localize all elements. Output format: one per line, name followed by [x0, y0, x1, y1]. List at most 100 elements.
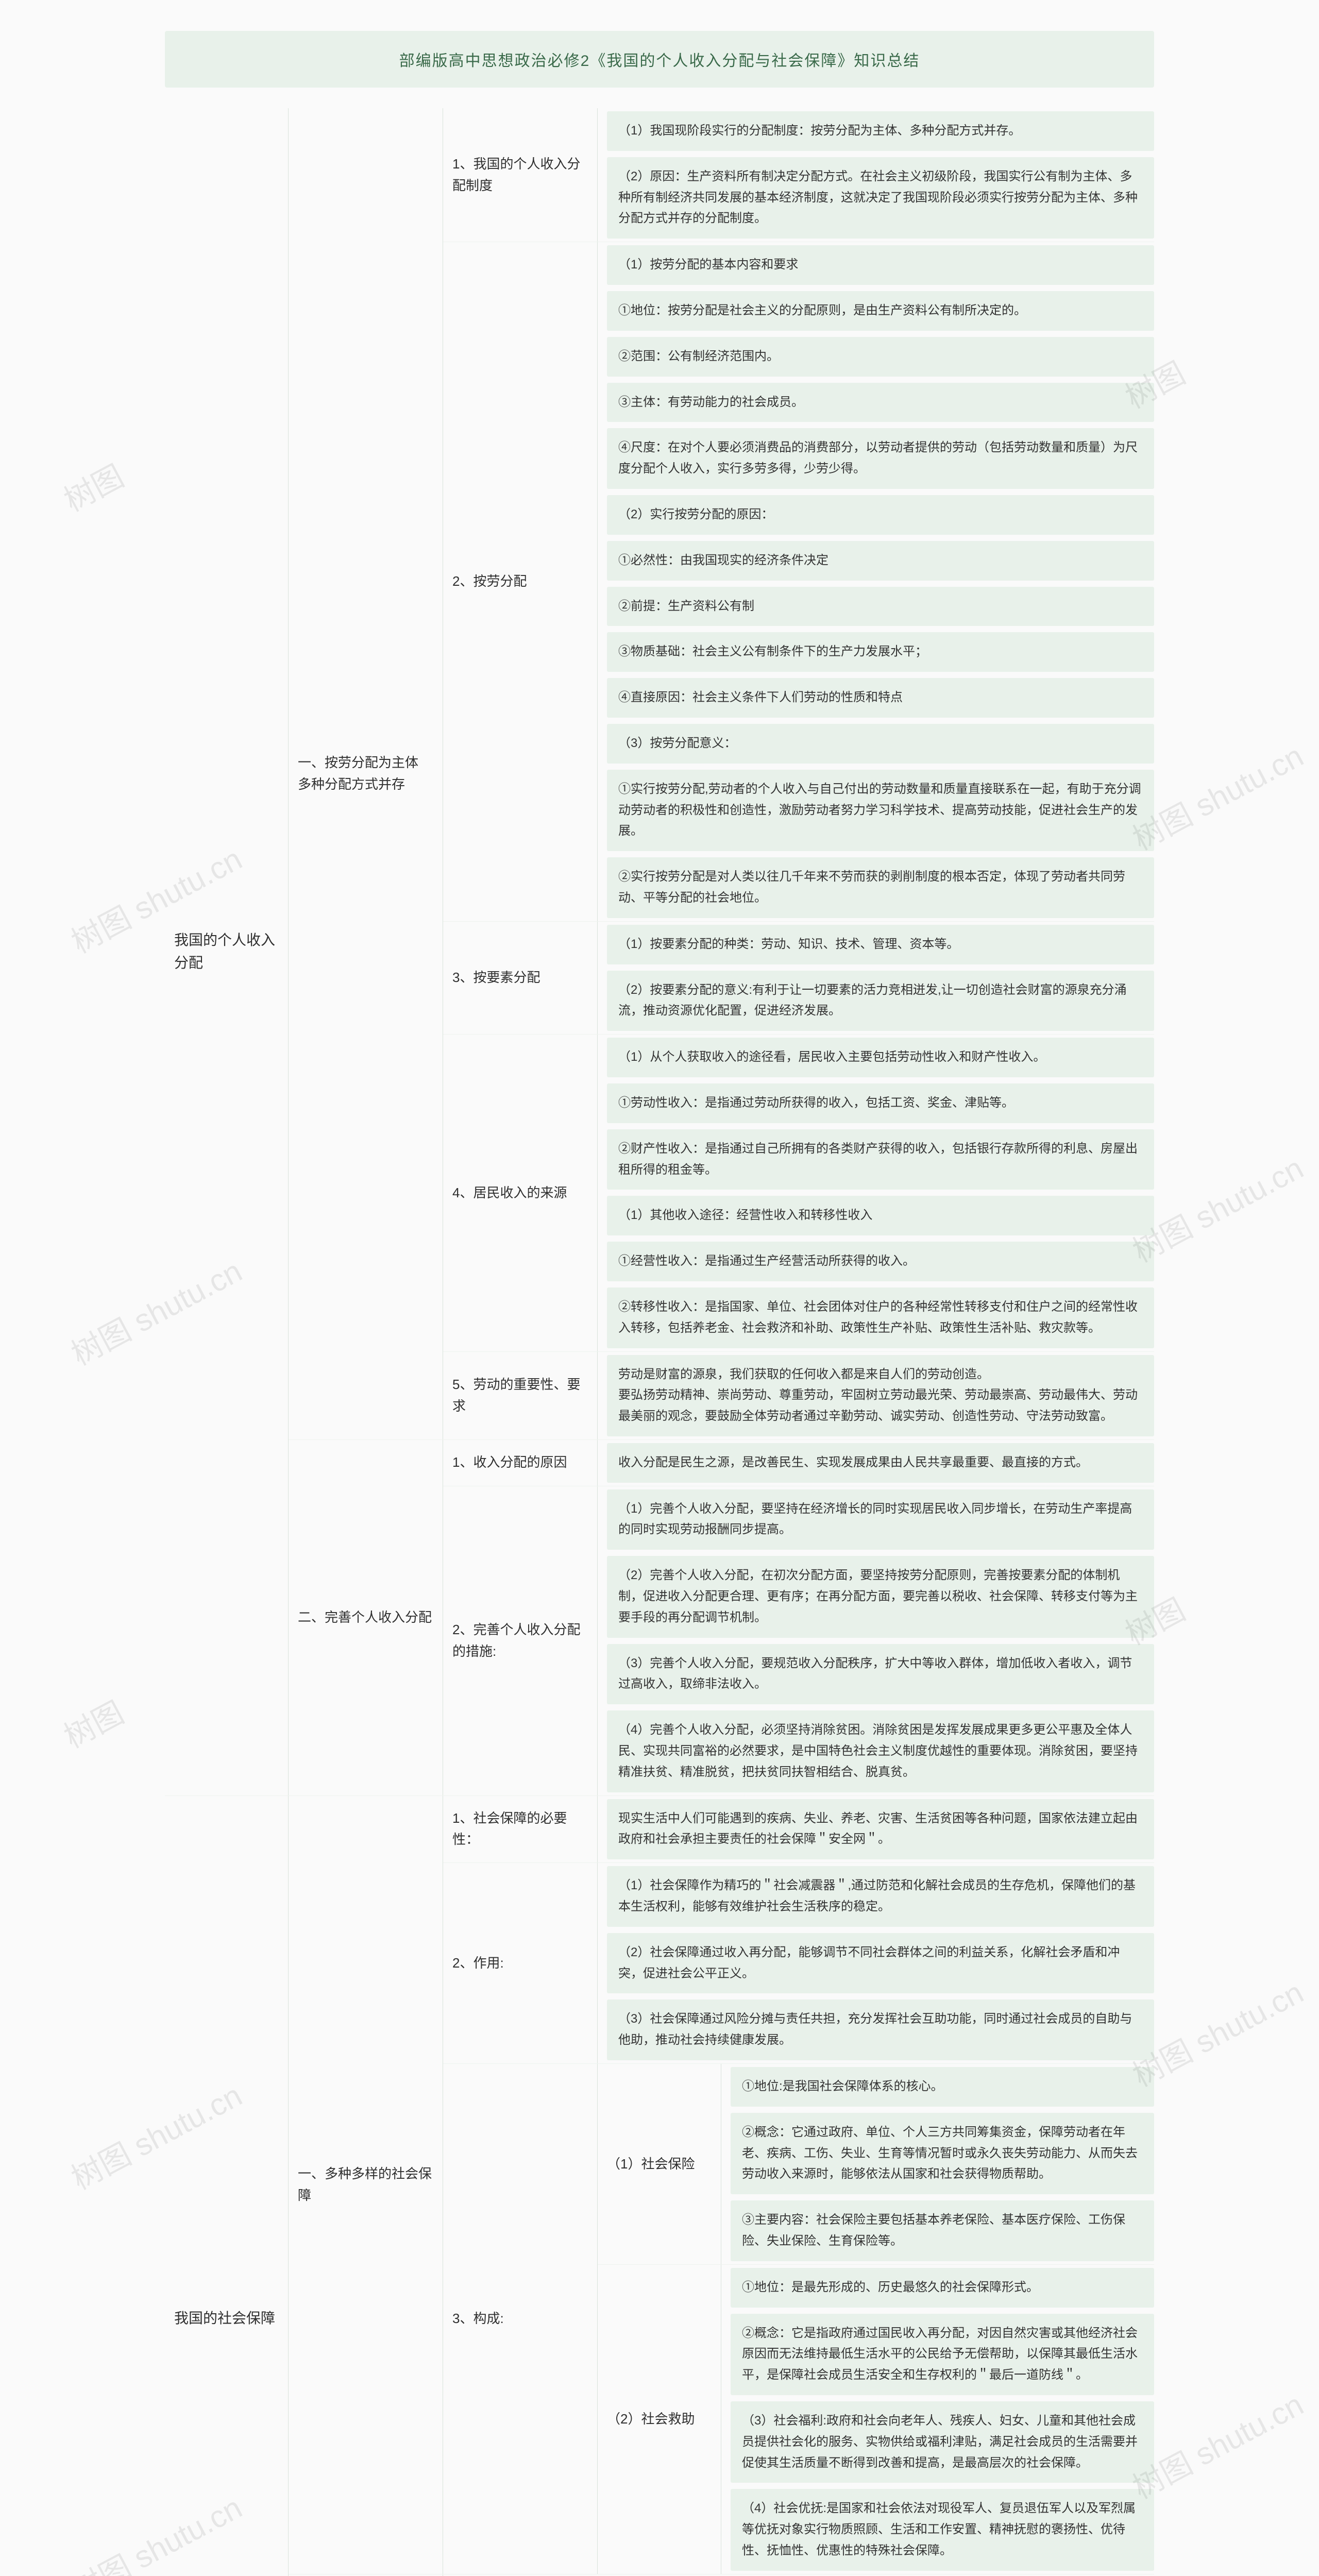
tree-node: 3、按要素分配 （1）按要素分配的种类：劳动、知识、技术、管理、资本等。（2）按要…	[443, 921, 1154, 1034]
tree-node: 1、我国的个人收入分配制度（1）我国现阶段实行的分配制度：按劳分配为主体、多种分…	[443, 108, 1154, 242]
tree-node-children: （1）完善个人收入分配，要坚持在经济增长的同时实现居民收入同步增长，在劳动生产率…	[598, 1486, 1154, 1795]
tree-node-label: 二、完善个人收入分配	[289, 1600, 441, 1636]
tree-leaf: ④直接原因：社会主义条件下人们劳动的性质和特点	[607, 678, 1154, 718]
tree-node-label: 我国的社会保障	[165, 2300, 284, 2337]
tree-node: 1、收入分配的原因收入分配是民生之源，是改善民生、实现发展成果由人民共享最重要、…	[443, 1440, 1154, 1486]
page-title: 部编版高中思想政治必修2《我国的个人收入分配与社会保障》知识总结	[165, 31, 1154, 88]
tree-leaf: （1）从个人获取收入的途径看，居民收入主要包括劳动性收入和财产性收入。	[607, 1038, 1154, 1077]
tree-node-children: （1）按要素分配的种类：劳动、知识、技术、管理、资本等。（2）按要素分配的意义:…	[598, 922, 1154, 1034]
tree-leaf: （1）社会保障作为精巧的＂社会减震器＂,通过防范和化解社会成员的生存危机，保障他…	[607, 1866, 1154, 1927]
tree-node-label: 我国的个人收入分配	[165, 922, 288, 982]
tree-leaf: ③主体：有劳动能力的社会成员。	[607, 383, 1154, 422]
tree-node-label: 1、收入分配的原因	[443, 1445, 576, 1481]
tree-leaf: （1）按要素分配的种类：劳动、知识、技术、管理、资本等。	[607, 925, 1154, 964]
tree-node-label-col: 我国的个人收入分配	[165, 108, 289, 1795]
tree-node-children: 1、社会保障的必要性：现实生活中人们可能遇到的疾病、失业、养老、灾害、生活贫困等…	[443, 1796, 1154, 2574]
tree-leaf: ③物质基础：社会主义公有制条件下的生产力发展水平；	[607, 632, 1154, 672]
watermark: 树图	[55, 1688, 131, 1757]
tree-leaf: （3）完善个人收入分配，要规范收入分配秩序，扩大中等收入群体，增加低收入者收入，…	[607, 1644, 1154, 1705]
tree-node-label: 5、劳动的重要性、要求	[443, 1367, 597, 1424]
tree-leaf: （2）完善个人收入分配，在初次分配方面，要坚持按劳分配原则，完善按要素分配的体制…	[607, 1556, 1154, 1637]
tree-node: （2）社会救助 ①地位：是最先形成的、历史最悠久的社会保障形式。 ②概念：它是指政府…	[598, 2264, 1154, 2574]
tree-node-label-col: 1、我国的个人收入分配制度	[443, 108, 598, 242]
tree-node-label-col: 一、按劳分配为主体 多种分配方式并存	[289, 108, 443, 1439]
tree-node-label: 1、我国的个人收入分配制度	[443, 146, 597, 204]
tree-node-children: 收入分配是民生之源，是改善民生、实现发展成果由人民共享最重要、最直接的方式。	[598, 1440, 1154, 1486]
tree-node-label-col: （2）社会救助	[598, 2265, 721, 2574]
tree-node-label: 3、构成:	[443, 2301, 513, 2337]
tree-node-label: 一、按劳分配为主体 多种分配方式并存	[289, 745, 443, 802]
tree-node-label: （2）社会救助	[598, 2401, 704, 2437]
tree-node-children: ①地位：是最先形成的、历史最悠久的社会保障形式。 ②概念：它是指政府通过国民收入再…	[721, 2265, 1154, 2574]
tree-leaf: ①地位：是最先形成的、历史最悠久的社会保障形式。	[731, 2268, 1154, 2308]
tree-node: 一、多种多样的社会保障 1、社会保障的必要性：现实生活中人们可能遇到的疾病、失业、…	[289, 1796, 1154, 2574]
tree-leaf: （2）原因：生产资料所有制决定分配方式。在社会主义初级阶段，我国实行公有制为主体…	[607, 157, 1154, 239]
tree-node: 我国的社会保障 一、多种多样的社会保障 1、社会保障的必要性：现实生活中人们可能遇到…	[165, 1795, 1154, 2576]
tree-node: 二、完善社会保障体系的措施:（1）完善社会保障，要公平对待每个公民并确保其享受相…	[289, 2574, 1154, 2576]
tree-node-children: （1）社会保险 ①地位:是我国社会保障体系的核心。 ②概念：它通过政府、单位、个人三…	[598, 2064, 1154, 2574]
tree-node-label-col: 1、收入分配的原因	[443, 1440, 598, 1486]
tree-node: 2、完善个人收入分配的措施:（1）完善个人收入分配，要坚持在经济增长的同时实现居…	[443, 1486, 1154, 1795]
tree-node: 我国的个人收入分配 一、按劳分配为主体 多种分配方式并存 1、我国的个人收入分配制度…	[165, 108, 1154, 1795]
watermark: 树图	[55, 452, 131, 520]
tree-node-children: （1）按劳分配的基本内容和要求①地位：按劳分配是社会主义的分配原则，是由生产资料…	[598, 242, 1154, 921]
tree-node-label-col: 2、作用:	[443, 1863, 598, 2063]
tree-node-label-col: 我国的社会保障	[165, 1796, 289, 2576]
tree-node-children: （1）我国现阶段实行的分配制度：按劳分配为主体、多种分配方式并存。 （2）原因：生…	[598, 108, 1154, 242]
tree-node-label-col: （1）社会保险	[598, 2064, 721, 2264]
tree-node-children: （1）从个人获取收入的途径看，居民收入主要包括劳动性收入和财产性收入。 ①劳动性收…	[598, 1035, 1154, 1351]
tree-leaf: ②财产性收入：是指通过自己所拥有的各类财产获得的收入，包括银行存款所得的利息、房…	[607, 1129, 1154, 1190]
tree-leaf: 收入分配是民生之源，是改善民生、实现发展成果由人民共享最重要、最直接的方式。	[607, 1443, 1154, 1483]
tree-node-children: 一、多种多样的社会保障 1、社会保障的必要性：现实生活中人们可能遇到的疾病、失业、…	[289, 1796, 1154, 2576]
tree-leaf: （2）实行按劳分配的原因：	[607, 495, 1154, 535]
tree-node: 5、劳动的重要性、要求劳动是财富的源泉，我们获取的任何收入都是来自人们的劳动创造…	[443, 1351, 1154, 1439]
tree-node-children: （1）社会保障作为精巧的＂社会减震器＂,通过防范和化解社会成员的生存危机，保障他…	[598, 1863, 1154, 2063]
tree-node: 2、作用: （1）社会保障作为精巧的＂社会减震器＂,通过防范和化解社会成员的生存危…	[443, 1862, 1154, 2063]
tree-node-label-col: 二、完善个人收入分配	[289, 1440, 443, 1795]
tree-leaf: （3）社会保障通过风险分摊与责任共担，充分发挥社会互助功能，同时通过社会成员的自…	[607, 1999, 1154, 2060]
tree-node-label: 2、作用:	[443, 1945, 513, 1981]
tree-leaf: （1）按劳分配的基本内容和要求	[607, 245, 1154, 285]
tree-leaf: ④尺度：在对个人要必须消费品的消费部分，以劳动者提供的劳动（包括劳动数量和质量）…	[607, 428, 1154, 489]
tree-leaf: ②概念：它通过政府、单位、个人三方共同筹集资金，保障劳动者在年老、疾病、工伤、失…	[731, 2113, 1154, 2194]
tree-leaf: ①地位:是我国社会保障体系的核心。	[731, 2067, 1154, 2107]
tree-node-label-col: 5、劳动的重要性、要求	[443, 1352, 598, 1439]
tree-node: 2、按劳分配 （1）按劳分配的基本内容和要求①地位：按劳分配是社会主义的分配原则，…	[443, 242, 1154, 921]
tree-leaf: ②范围：公有制经济范围内。	[607, 337, 1154, 377]
tree-leaf: 劳动是财富的源泉，我们获取的任何收入都是来自人们的劳动创造。 要弘扬劳动精神、崇…	[607, 1355, 1154, 1436]
tree-node-label-col: 一、多种多样的社会保障	[289, 1796, 443, 2574]
tree-node-children: ①地位:是我国社会保障体系的核心。 ②概念：它通过政府、单位、个人三方共同筹集资金…	[721, 2064, 1154, 2264]
tree-node-label-col: 2、完善个人收入分配的措施:	[443, 1486, 598, 1795]
tree-node-label: 一、多种多样的社会保障	[289, 2156, 443, 2213]
tree-node: 1、社会保障的必要性：现实生活中人们可能遇到的疾病、失业、养老、灾害、生活贫困等…	[443, 1796, 1154, 1863]
tree-node-label-col: 2、按劳分配	[443, 242, 598, 921]
tree-leaf: ①实行按劳分配,劳动者的个人收入与自己付出的劳动数量和质量直接联系在一起，有助于…	[607, 770, 1154, 851]
tree-leaf: （1）其他收入途径：经营性收入和转移性收入	[607, 1196, 1154, 1235]
tree-node-children: 1、收入分配的原因收入分配是民生之源，是改善民生、实现发展成果由人民共享最重要、…	[443, 1440, 1154, 1795]
tree-leaf: ①劳动性收入：是指通过劳动所获得的收入，包括工资、奖金、津贴等。	[607, 1083, 1154, 1123]
tree-leaf: （4）社会优抚:是国家和社会依法对现役军人、复员退伍军人以及军烈属等优抚对象实行…	[731, 2489, 1154, 2570]
tree-node-label: （1）社会保险	[598, 2146, 704, 2182]
tree-node-label: 2、按劳分配	[443, 564, 536, 600]
tree-leaf: ②概念：它是指政府通过国民收入再分配，对因自然灾害或其他经济社会原因而无法维持最…	[731, 2314, 1154, 2395]
tree-leaf: ③主要内容：社会保险主要包括基本养老保险、基本医疗保险、工伤保险、失业保险、生育…	[731, 2200, 1154, 2261]
tree-leaf: （4）完善个人收入分配，必须坚持消除贫困。消除贫困是发挥发展成果更多更公平惠及全…	[607, 1710, 1154, 1792]
tree-leaf: ②前提：生产资料公有制	[607, 587, 1154, 626]
tree-leaf: （1）我国现阶段实行的分配制度：按劳分配为主体、多种分配方式并存。	[607, 111, 1154, 151]
tree-node-label-col: 1、社会保障的必要性：	[443, 1796, 598, 1863]
tree-node-label: 4、居民收入的来源	[443, 1175, 576, 1211]
tree-node: 4、居民收入的来源 （1）从个人获取收入的途径看，居民收入主要包括劳动性收入和财产…	[443, 1034, 1154, 1351]
tree-node-children: 1、我国的个人收入分配制度（1）我国现阶段实行的分配制度：按劳分配为主体、多种分…	[443, 108, 1154, 1439]
tree-node-children: 现实生活中人们可能遇到的疾病、失业、养老、灾害、生活贫困等各种问题，国家依法建立…	[598, 1796, 1154, 1863]
mindmap-tree: 我国的个人收入分配 一、按劳分配为主体 多种分配方式并存 1、我国的个人收入分配制度…	[165, 108, 1154, 2576]
tree-leaf: （3）社会福利:政府和社会向老年人、残疾人、妇女、儿童和其他社会成员提供社会化的…	[731, 2401, 1154, 2483]
tree-node: 一、按劳分配为主体 多种分配方式并存 1、我国的个人收入分配制度（1）我国现阶段实…	[289, 108, 1154, 1439]
tree-node: 3、构成: （1）社会保险 ①地位:是我国社会保障体系的核心。 ②概念：它通过政府、单…	[443, 2063, 1154, 2574]
tree-node: （1）社会保险 ①地位:是我国社会保障体系的核心。 ②概念：它通过政府、单位、个人三…	[598, 2064, 1154, 2264]
tree-node-label: 2、完善个人收入分配的措施:	[443, 1612, 597, 1669]
tree-node: 二、完善个人收入分配 1、收入分配的原因收入分配是民生之源，是改善民生、实现发展成…	[289, 1439, 1154, 1795]
tree-node-label: 3、按要素分配	[443, 960, 549, 996]
tree-leaf: ①必然性：由我国现实的经济条件决定	[607, 541, 1154, 581]
tree-node-label-col: 3、按要素分配	[443, 922, 598, 1034]
tree-leaf: ②实行按劳分配是对人类以往几千年来不劳而获的剥削制度的根本否定，体现了劳动者共同…	[607, 857, 1154, 918]
